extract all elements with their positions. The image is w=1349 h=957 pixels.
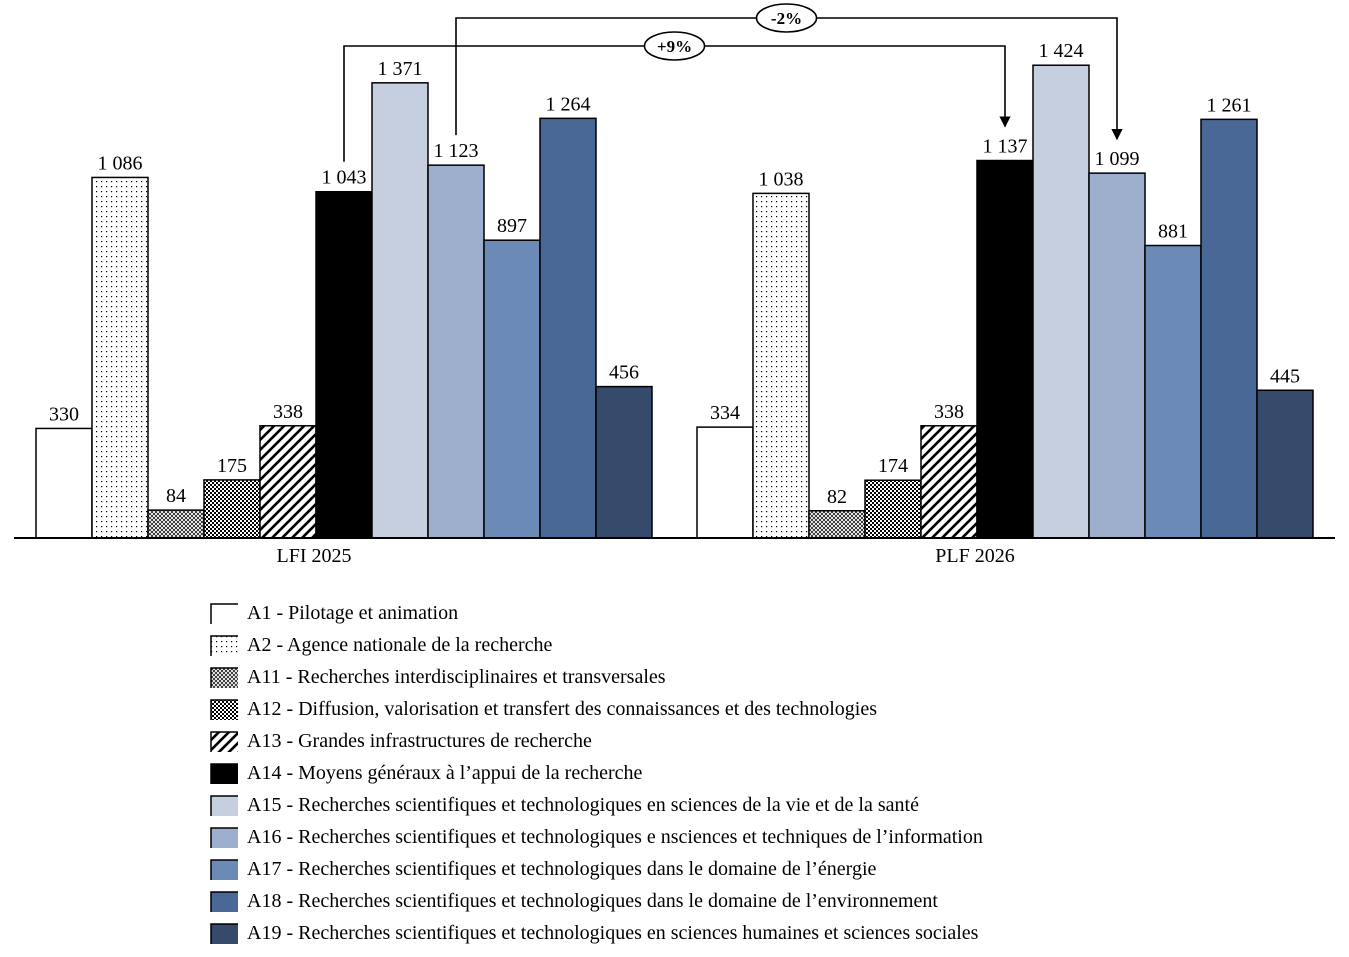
bar-1-3 [147,509,205,539]
bar-2-2 [752,192,810,539]
bar-1-11 [595,385,653,539]
bar-1-8 [427,164,485,539]
legend-swatch-8 [210,826,238,848]
x-tick-label-1: LFI 2025 [277,545,352,567]
bar-1-9 [483,239,541,539]
value-label-1-3: 84 [166,485,186,507]
legend-swatch-7 [210,794,238,816]
value-label-1-10: 1 264 [546,93,591,115]
value-label-2-1: 334 [710,402,740,424]
value-label-2-6: 1 137 [983,136,1028,158]
legend-label-6: A14 - Moyens généraux à l’appui de la re… [247,761,643,784]
bar-1-6 [315,190,373,539]
bar-2-6 [976,159,1034,539]
legend-label-7: A15 - Recherches scientifiques et techno… [247,793,919,816]
legend-item-6: A14 - Moyens généraux à l’appui de la re… [210,757,983,789]
bar-2-3 [808,510,866,539]
value-label-1-9: 897 [497,215,527,237]
legend-label-4: A12 - Diffusion, valorisation et transfe… [247,697,878,720]
legend: A1 - Pilotage et animation A2 - Agence na… [210,597,983,949]
bar-1-2 [91,176,149,539]
legend-item-11: A19 - Recherches scientifiques et techno… [210,917,983,949]
bar-2-1 [696,426,754,539]
value-label-2-2: 1 038 [759,168,804,190]
legend-swatch-11 [210,922,238,944]
legend-label-10: A18 - Recherches scientifiques et techno… [247,889,938,912]
bar-2-10 [1200,118,1258,539]
legend-item-3: A11 - Recherches interdisciplinaires et … [210,661,983,693]
legend-item-2: A2 - Agence nationale de la recherche [210,629,983,661]
value-label-1-11: 456 [609,362,639,384]
legend-item-4: A12 - Diffusion, valorisation et transfe… [210,693,983,725]
legend-item-5: A13 - Grandes infrastructures de recherc… [210,725,983,757]
change-badge-text-2: +9% [657,37,692,56]
value-label-2-5: 338 [934,401,964,423]
bar-2-9 [1144,244,1202,539]
legend-swatch-2 [210,634,238,656]
value-label-2-3: 82 [827,486,847,508]
legend-label-9: A17 - Recherches scientifiques et techno… [247,857,877,880]
value-label-1-4: 175 [217,455,247,477]
value-label-2-10: 1 261 [1207,94,1252,116]
value-label-2-11: 445 [1270,365,1300,387]
change-badge-1 [755,3,818,33]
legend-item-1: A1 - Pilotage et animation [210,597,983,629]
legend-item-9: A17 - Recherches scientifiques et techno… [210,853,983,885]
legend-item-7: A15 - Recherches scientifiques et techno… [210,789,983,821]
value-label-2-4: 174 [878,455,908,477]
legend-label-11: A19 - Recherches scientifiques et techno… [247,921,979,944]
bar-2-4 [864,479,922,539]
value-label-1-6: 1 043 [322,167,367,189]
value-label-2-7: 1 424 [1039,40,1084,62]
value-label-1-7: 1 371 [378,58,423,80]
x-tick-labels-group: LFI 2025 PLF 2026 [277,545,1015,567]
bars-group [35,64,1314,539]
value-label-1-2: 1 086 [98,152,143,174]
legend-item-10: A18 - Recherches scientifiques et techno… [210,885,983,917]
bar-2-5 [920,425,978,539]
bar-2-8 [1088,172,1146,539]
change-badge-text-1: -2% [771,9,802,28]
legend-label-8: A16 - Recherches scientifiques et techno… [247,825,983,848]
legend-label-3: A11 - Recherches interdisciplinaires et … [247,665,666,688]
legend-label-5: A13 - Grandes infrastructures de recherc… [247,729,592,752]
legend-swatch-4 [210,698,238,720]
bar-1-4 [203,479,261,539]
value-label-1-8: 1 123 [434,140,479,162]
bar-1-1 [35,427,93,539]
value-labels-group: 330 1 086 84 175 338 1 043 1 371 1 123 897 1 264 4… [49,40,1300,508]
legend-label-2: A2 - Agence nationale de la recherche [247,633,553,656]
legend-swatch-5 [210,730,238,752]
legend-swatch-10 [210,890,238,912]
bar-1-10 [539,117,597,539]
bar-2-11 [1256,389,1314,539]
bar-1-5 [259,425,317,539]
value-label-1-5: 338 [273,401,303,423]
legend-label-1: A1 - Pilotage et animation [247,601,459,624]
x-tick-label-2: PLF 2026 [935,545,1014,567]
legend-swatch-6 [210,762,238,784]
value-label-2-9: 881 [1158,221,1188,243]
bar-1-7 [371,82,429,539]
legend-swatch-3 [210,666,238,688]
legend-swatch-1 [210,602,238,624]
annotations-group: -2% +9% [343,3,1123,162]
change-badge-2 [643,31,706,61]
legend-item-8: A16 - Recherches scientifiques et techno… [210,821,983,853]
bar-2-7 [1032,64,1090,539]
legend-swatch-9 [210,858,238,880]
value-label-2-8: 1 099 [1095,148,1140,170]
value-label-1-1: 330 [49,403,79,425]
bar-chart: 330 1 086 84 175 338 1 043 1 371 1 123 897 1 264 4… [14,3,1335,567]
